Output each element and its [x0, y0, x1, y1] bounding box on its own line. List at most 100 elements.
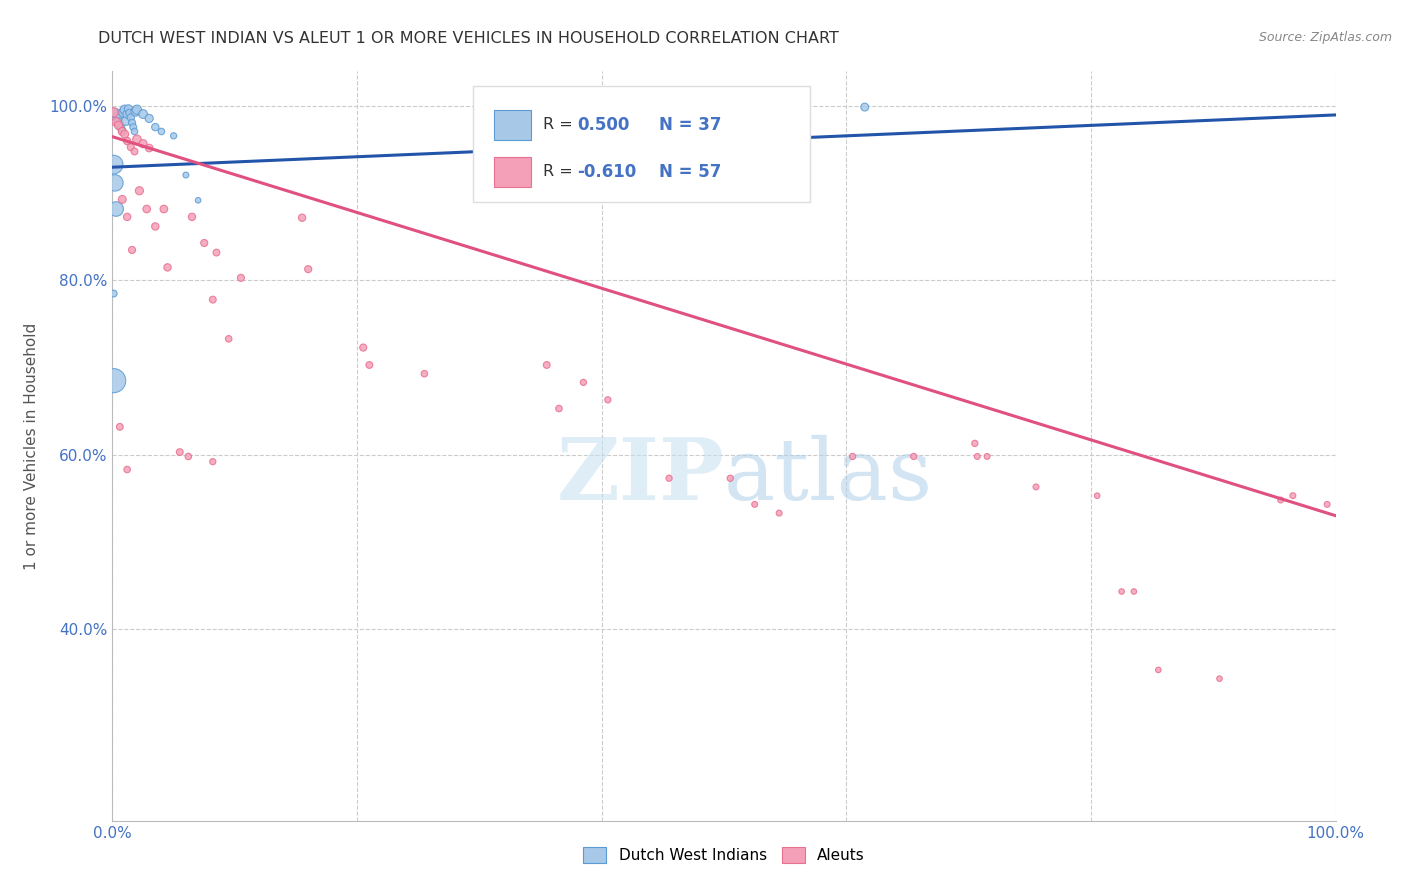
FancyBboxPatch shape — [474, 87, 810, 202]
Point — [177, 450, 200, 464]
Point — [976, 450, 998, 464]
Point — [117, 102, 139, 116]
Point — [125, 132, 148, 146]
Point — [1316, 497, 1339, 511]
Point — [193, 235, 215, 250]
Text: -0.610: -0.610 — [578, 162, 637, 180]
Point — [108, 420, 131, 434]
Bar — [494, 157, 531, 186]
Point — [163, 128, 186, 143]
Point — [841, 450, 863, 464]
Point — [115, 107, 138, 121]
Point — [150, 124, 173, 138]
Point — [124, 124, 146, 138]
Point — [120, 111, 142, 125]
Text: R =: R = — [543, 164, 578, 179]
Text: R =: R = — [543, 118, 578, 132]
Text: 0.500: 0.500 — [578, 116, 630, 134]
Point — [1270, 493, 1292, 508]
Point — [596, 392, 619, 407]
Point — [121, 243, 143, 257]
Point — [966, 450, 988, 464]
Point — [125, 103, 148, 117]
Point — [103, 374, 125, 388]
Point — [103, 158, 125, 172]
Point — [658, 471, 681, 485]
Point — [103, 286, 125, 301]
Point — [359, 358, 381, 372]
Point — [413, 367, 436, 381]
Point — [111, 124, 134, 138]
Point — [121, 116, 143, 130]
Point — [1122, 584, 1144, 599]
Point — [105, 202, 128, 216]
Point — [903, 450, 925, 464]
Point — [112, 105, 135, 120]
Point — [1025, 480, 1047, 494]
Point — [115, 114, 138, 128]
Point — [291, 211, 314, 225]
Point — [120, 140, 142, 154]
Point — [104, 106, 127, 120]
Point — [104, 176, 127, 190]
Bar — [494, 110, 531, 140]
Point — [124, 145, 146, 159]
Point — [114, 103, 136, 117]
Text: atlas: atlas — [724, 434, 934, 517]
Point — [718, 471, 741, 485]
Point — [132, 107, 155, 121]
Point — [297, 262, 319, 277]
Point — [107, 115, 129, 129]
Point — [111, 123, 134, 137]
Point — [135, 202, 157, 216]
Point — [105, 112, 128, 127]
Text: DUTCH WEST INDIAN VS ALEUT 1 OR MORE VEHICLES IN HOUSEHOLD CORRELATION CHART: DUTCH WEST INDIAN VS ALEUT 1 OR MORE VEH… — [98, 31, 839, 46]
Point — [138, 112, 160, 126]
Point — [1085, 489, 1108, 503]
Text: ZIP: ZIP — [557, 434, 724, 518]
Point — [111, 193, 134, 207]
Point — [125, 104, 148, 119]
Point — [218, 332, 240, 346]
Point — [205, 245, 228, 260]
Text: N = 57: N = 57 — [659, 162, 721, 180]
Point — [1282, 489, 1305, 503]
Point — [110, 120, 132, 135]
Point — [1111, 584, 1133, 599]
Point — [725, 105, 748, 120]
Point — [128, 184, 150, 198]
Point — [963, 436, 986, 450]
Point — [853, 100, 876, 114]
Point — [107, 119, 129, 133]
Point — [103, 108, 125, 122]
Point — [118, 106, 141, 120]
Point — [181, 210, 204, 224]
Point — [572, 376, 595, 390]
Point — [143, 219, 166, 234]
Y-axis label: 1 or more Vehicles in Household: 1 or more Vehicles in Household — [24, 322, 38, 570]
Point — [143, 120, 166, 135]
Point — [115, 462, 138, 476]
Point — [1208, 672, 1230, 686]
Point — [548, 401, 571, 416]
Point — [768, 506, 790, 520]
Point — [115, 210, 138, 224]
Text: Source: ZipAtlas.com: Source: ZipAtlas.com — [1258, 31, 1392, 45]
Point — [122, 120, 145, 135]
Point — [187, 194, 209, 208]
Point — [201, 293, 224, 307]
Point — [229, 270, 252, 285]
Point — [169, 445, 191, 459]
Point — [114, 127, 136, 141]
Point — [352, 341, 374, 355]
Point — [132, 136, 155, 151]
Point — [744, 497, 766, 511]
Point — [174, 168, 197, 182]
Point — [201, 455, 224, 469]
Point — [536, 358, 558, 372]
Point — [103, 105, 125, 120]
Point — [105, 110, 128, 124]
Point — [115, 134, 138, 148]
Point — [700, 102, 723, 116]
Point — [105, 115, 128, 129]
